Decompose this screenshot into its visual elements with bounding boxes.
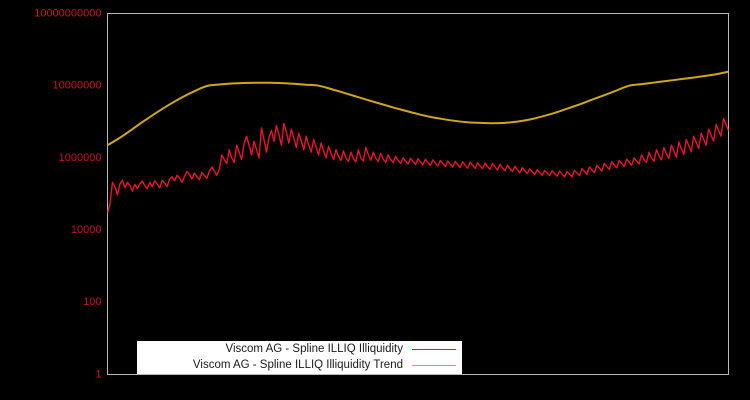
series-line-illiquidity	[107, 117, 729, 214]
legend-swatch-trend-icon	[412, 364, 456, 366]
y-axis-tick-label: 100	[83, 296, 101, 308]
series-line-illiquidity-trend	[107, 70, 729, 147]
legend-label-illiquidity: Viscom AG - Spline ILLIQ Illiquidity	[225, 343, 403, 355]
plot-area-frame	[107, 13, 729, 375]
legend-item-illiquidity[interactable]: Viscom AG - Spline ILLIQ Illiquidity	[137, 341, 462, 357]
data-series-layer	[107, 70, 729, 214]
legend-item-illiquidity-trend[interactable]: Viscom AG - Spline ILLIQ Illiquidity Tre…	[137, 357, 462, 373]
y-axis-tick-label: 1000000	[59, 152, 102, 164]
y-axis-tick-label: 10000000	[53, 80, 102, 92]
legend-swatch-illiquidity-icon	[412, 348, 456, 350]
legend-label-illiquidity-trend: Viscom AG - Spline ILLIQ Illiquidity Tre…	[192, 359, 403, 371]
y-axis-tick-labels: 10000000000 10000000 1000000 10000 100 1	[34, 7, 101, 380]
y-axis-tick-label: 1	[95, 368, 101, 380]
y-axis-tick-label: 10000000000	[34, 7, 101, 19]
chart-legend: Viscom AG - Spline ILLIQ Illiquidity Vis…	[137, 341, 462, 374]
y-axis-tick-label: 10000	[71, 224, 102, 236]
